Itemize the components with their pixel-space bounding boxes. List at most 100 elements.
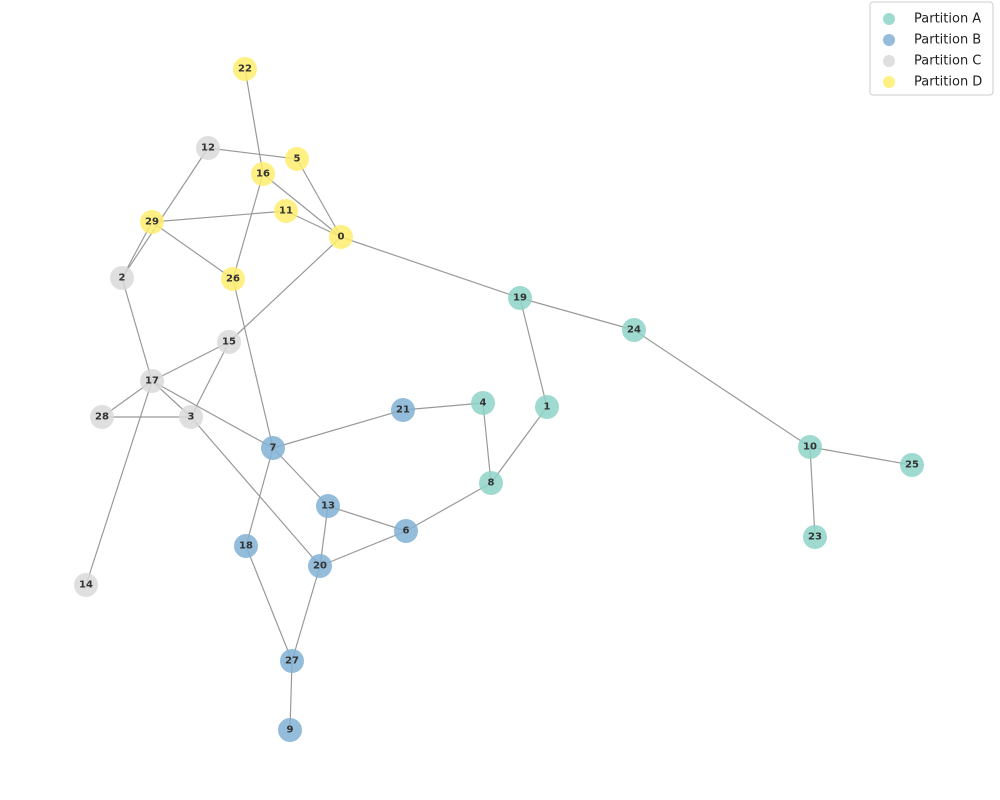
legend-label: Partition B xyxy=(914,33,981,48)
node-label: 4 xyxy=(480,398,487,409)
legend-label: Partition C xyxy=(914,54,981,69)
edge xyxy=(296,158,342,238)
node xyxy=(803,525,827,549)
node xyxy=(329,225,353,249)
node xyxy=(233,57,257,81)
node-label: 27 xyxy=(285,656,299,667)
edge xyxy=(232,278,274,449)
edge xyxy=(262,173,342,238)
node-label: 26 xyxy=(226,274,240,285)
node xyxy=(90,405,114,429)
legend-box xyxy=(869,1,994,96)
node-label: 11 xyxy=(279,206,293,217)
node-label: 10 xyxy=(803,442,817,453)
node-label: 18 xyxy=(239,541,253,552)
edge xyxy=(245,545,293,662)
edge xyxy=(121,277,153,382)
node-label: 17 xyxy=(145,376,159,387)
edge xyxy=(340,236,521,299)
edge xyxy=(151,221,234,280)
edge xyxy=(151,341,230,382)
edge xyxy=(272,409,404,449)
edge xyxy=(482,402,492,484)
node xyxy=(316,494,340,518)
edge xyxy=(190,341,230,418)
node-label: 5 xyxy=(294,154,301,165)
edge xyxy=(232,173,264,280)
legend-marker xyxy=(883,55,895,67)
node-label: 9 xyxy=(287,725,294,736)
node xyxy=(479,471,503,495)
node-label: 22 xyxy=(238,64,252,75)
node-label: 21 xyxy=(396,405,410,416)
node xyxy=(140,369,164,393)
nodes: 0123456789101112131415161718192021222324… xyxy=(74,57,924,742)
legend-marker xyxy=(883,34,895,46)
node xyxy=(508,286,532,310)
node xyxy=(74,573,98,597)
edge xyxy=(151,380,274,449)
edge xyxy=(190,416,321,567)
node xyxy=(234,534,258,558)
edge xyxy=(291,565,321,662)
node xyxy=(278,718,302,742)
node xyxy=(217,330,241,354)
edge xyxy=(244,68,264,175)
node xyxy=(535,395,559,419)
node-label: 2 xyxy=(119,273,126,284)
node xyxy=(251,162,275,186)
node xyxy=(196,136,220,160)
legend-marker xyxy=(883,76,895,88)
legend-marker xyxy=(883,13,895,25)
node xyxy=(391,398,415,422)
node-label: 1 xyxy=(544,402,551,413)
node xyxy=(394,519,418,543)
legend: Partition A Partition B Partition C Partiti… xyxy=(869,1,994,96)
edge xyxy=(272,447,329,507)
edge xyxy=(405,482,492,532)
node-label: 8 xyxy=(488,478,495,489)
node-label: 6 xyxy=(403,526,410,537)
node-label: 14 xyxy=(79,580,93,591)
edge xyxy=(151,210,287,223)
legend-label: Partition A xyxy=(914,12,981,27)
node xyxy=(622,318,646,342)
node-label: 0 xyxy=(338,232,345,243)
node-label: 25 xyxy=(905,460,919,471)
node-label: 15 xyxy=(222,337,236,348)
node-label: 16 xyxy=(256,169,270,180)
edge xyxy=(490,406,548,484)
node xyxy=(308,554,332,578)
node-label: 13 xyxy=(321,501,335,512)
node-label: 3 xyxy=(188,412,195,423)
node xyxy=(274,199,298,223)
node xyxy=(179,405,203,429)
node xyxy=(471,391,495,415)
edge xyxy=(809,446,913,466)
node-label: 20 xyxy=(313,561,327,572)
node-label: 29 xyxy=(145,217,159,228)
node xyxy=(798,435,822,459)
edges xyxy=(85,68,913,731)
legend-label: Partition D xyxy=(914,75,982,90)
edge xyxy=(85,380,153,586)
edge xyxy=(633,329,811,448)
node xyxy=(285,147,309,171)
node-label: 23 xyxy=(808,532,822,543)
edge xyxy=(207,147,298,160)
node xyxy=(221,267,245,291)
edge xyxy=(319,530,407,567)
edge xyxy=(327,505,407,532)
node-label: 19 xyxy=(513,293,527,304)
edge xyxy=(519,297,548,408)
node-label: 12 xyxy=(201,143,215,154)
edge xyxy=(809,446,816,538)
node-label: 28 xyxy=(95,412,109,423)
node xyxy=(110,266,134,290)
edge xyxy=(519,297,635,331)
node xyxy=(140,210,164,234)
node-label: 7 xyxy=(270,443,277,454)
edge xyxy=(121,147,209,279)
node xyxy=(900,453,924,477)
